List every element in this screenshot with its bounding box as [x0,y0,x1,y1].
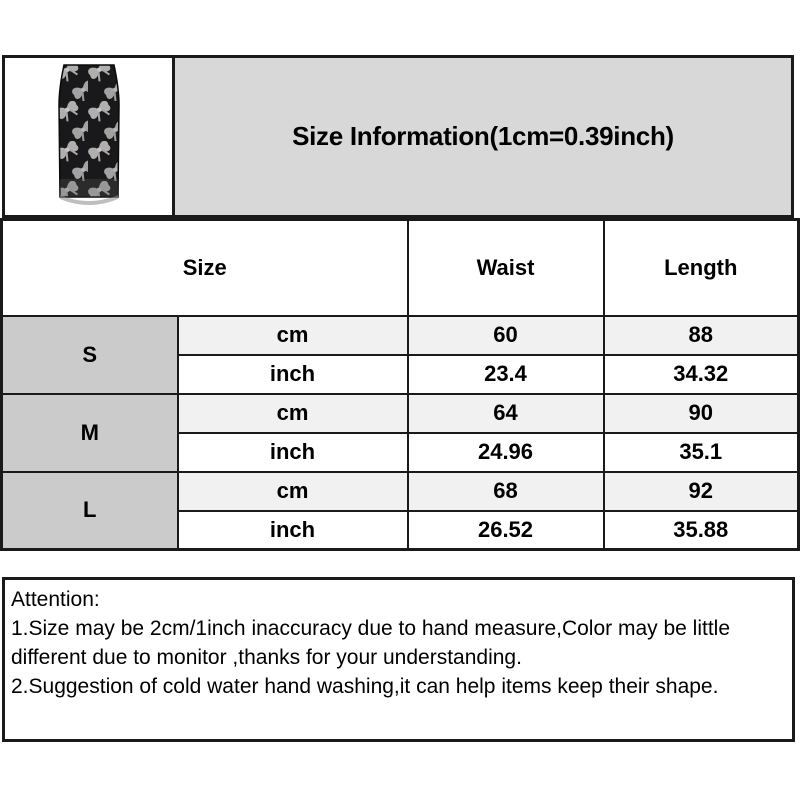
value-s-length-cm: 88 [602,314,800,356]
unit-label-inch: inch [176,431,409,473]
attention-notes-box: Attention: 1.Size may be 2cm/1inch inacc… [2,577,795,742]
bow-print-skirt-image [57,63,120,205]
unit-label-inch: inch [176,353,409,395]
title-cell: Size Information(1cm=0.39inch) [175,58,791,215]
unit-label-cm: cm [176,314,409,356]
value-l-length-inch: 35.88 [602,509,800,551]
value-l-waist-inch: 26.52 [406,509,605,551]
table-row: M cm 64 90 [0,392,800,473]
page-title: Size Information(1cm=0.39inch) [292,121,674,151]
value-l-waist-cm: 68 [406,470,605,512]
column-header-length: Length [602,218,800,317]
value-m-waist-cm: 64 [406,392,605,434]
column-header-waist: Waist [406,218,605,317]
value-m-length-inch: 35.1 [602,431,800,473]
header-section: Size Information(1cm=0.39inch) [2,55,794,218]
column-header-size: Size [0,218,409,317]
value-m-length-cm: 90 [602,392,800,434]
size-label-s: S [0,314,179,395]
table-row: inch 26.52 35.88 [2,509,800,551]
unit-label-cm: cm [176,392,409,434]
unit-label-inch: inch [176,509,409,551]
size-table: Size Waist Length S cm 60 88 inch 23.4 3… [0,218,800,551]
product-image-cell [5,58,175,215]
attention-note-2: 2.Suggestion of cold water hand washing,… [11,675,719,698]
size-label-l: L [0,470,179,551]
value-s-waist-inch: 23.4 [406,353,605,395]
table-row: L cm 68 92 [0,470,800,551]
attention-note-1: 1.Size may be 2cm/1inch inaccuracy due t… [11,617,731,669]
value-l-length-cm: 92 [602,470,800,512]
table-row: inch 23.4 34.32 [2,353,800,395]
size-label-m: M [0,392,179,473]
value-m-waist-inch: 24.96 [406,431,605,473]
table-row: inch 24.96 35.1 [2,431,800,473]
value-s-waist-cm: 60 [406,314,605,356]
attention-heading: Attention: [11,588,100,611]
unit-label-cm: cm [176,470,409,512]
value-s-length-inch: 34.32 [602,353,800,395]
table-header-row: Size Waist Length [0,218,800,317]
table-row: S cm 60 88 [0,314,800,395]
